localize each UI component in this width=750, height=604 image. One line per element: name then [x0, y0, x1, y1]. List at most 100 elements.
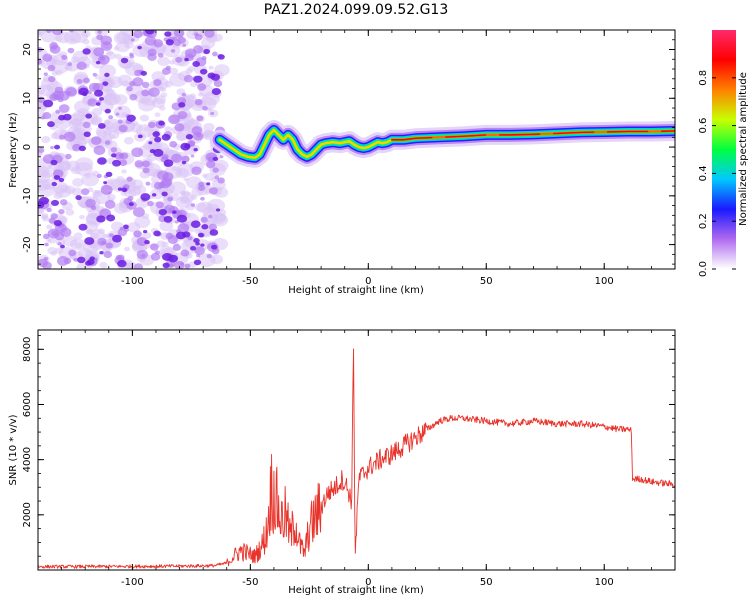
noise-blob [149, 149, 156, 154]
noise-blob [108, 130, 120, 140]
noise-blob [190, 220, 201, 228]
noise-blob [193, 75, 203, 83]
noise-blob [153, 148, 164, 157]
noise-blob [58, 177, 65, 183]
noise-blob [159, 105, 166, 111]
noise-blob [126, 176, 133, 182]
figure-title: PAZ1.2024.099.09.52.G13 [264, 2, 449, 18]
noise-blob [96, 173, 102, 179]
noise-blob [181, 160, 187, 165]
noise-blob [148, 121, 156, 129]
x-tick-label: 50 [480, 276, 493, 287]
noise-blob [210, 111, 215, 116]
spectrogram-ridge [209, 119, 675, 168]
noise-blob [180, 249, 189, 257]
colorbar-tick-label: 0.8 [698, 70, 709, 86]
noise-blob [47, 64, 56, 72]
noise-blob [72, 178, 84, 187]
noise-blob [148, 87, 160, 97]
noise-blob [115, 176, 125, 183]
noise-blob [58, 134, 65, 140]
noise-blob [59, 199, 68, 206]
noise-blob [79, 214, 85, 220]
noise-blob [55, 109, 61, 114]
noise-blob [192, 61, 201, 67]
noise-blob [81, 30, 91, 38]
noise-blob [114, 152, 124, 160]
noise-blob [63, 131, 76, 142]
colorbar-tick-label: 0.0 [698, 261, 709, 277]
spectrogram-content [38, 30, 675, 269]
noise-blob [185, 176, 202, 189]
noise-blob [108, 233, 114, 238]
noise-blob [120, 190, 128, 196]
noise-blob [212, 51, 218, 57]
noise-blob [97, 30, 102, 35]
noise-blob [168, 254, 179, 263]
noise-blob [200, 243, 205, 247]
noise-blob [73, 100, 91, 113]
y-tick-label: 2000 [22, 502, 33, 527]
noise-blob [140, 193, 151, 201]
noise-blob [154, 136, 162, 143]
noise-blob [167, 196, 174, 202]
noise-blob [201, 223, 209, 230]
noise-blob [132, 77, 144, 87]
noise-blob [208, 65, 214, 70]
noise-blob [59, 187, 67, 193]
noise-blob [118, 124, 128, 133]
noise-blob [146, 154, 157, 162]
noise-blob [87, 98, 98, 107]
noise-blob [47, 121, 55, 128]
noise-blob [81, 172, 100, 187]
noise-blob [46, 224, 53, 230]
noise-blob [150, 252, 161, 261]
snr-y-label: SNR (10 * v/v) [8, 414, 19, 485]
noise-blob [197, 83, 207, 91]
noise-blob [76, 79, 83, 85]
noise-blob [160, 92, 168, 98]
noise-blob [157, 52, 164, 58]
x-tick-label: 0 [365, 577, 371, 588]
colorbar-label: Normalized spectral amplitude [738, 72, 749, 226]
noise-blob [38, 208, 45, 216]
noise-blob [82, 121, 91, 129]
noise-blob [126, 261, 137, 269]
noise-blob [77, 256, 86, 264]
noise-blob [97, 228, 105, 235]
noise-blob [170, 49, 176, 53]
noise-blob [81, 188, 90, 196]
noise-blob [168, 67, 178, 75]
noise-blob [181, 155, 190, 163]
noise-blob [133, 230, 142, 238]
noise-blob [69, 30, 74, 33]
noise-blob [181, 92, 187, 97]
noise-blob [139, 114, 149, 122]
noise-blob [131, 147, 144, 158]
noise-blob [38, 58, 42, 65]
spectrogram-x-ticks: -100 -50 0 50 100 [37, 30, 676, 287]
noise-blob [161, 241, 169, 247]
noise-blob [193, 237, 200, 244]
noise-blob [97, 122, 106, 129]
noise-blob [46, 207, 52, 213]
snr-panel: -100 -50 0 50 100 2000 4000 6000 8000 Height of… [8, 329, 676, 596]
noise-blob [90, 117, 101, 126]
noise-blob [115, 41, 130, 53]
noise-blob [158, 120, 165, 126]
noise-blob [140, 70, 147, 76]
noise-blob [110, 147, 118, 153]
noise-blob [76, 61, 87, 71]
noise-blob [68, 249, 77, 257]
noise-blob [42, 112, 52, 120]
noise-blob [169, 263, 174, 267]
noise-blob [114, 53, 122, 60]
noise-blob [65, 208, 75, 216]
noise-blob [133, 30, 143, 39]
noise-blob [152, 131, 160, 138]
noise-blob [169, 73, 187, 87]
noise-blob [48, 162, 59, 172]
noise-blob [47, 237, 56, 244]
noise-blob [121, 80, 130, 87]
